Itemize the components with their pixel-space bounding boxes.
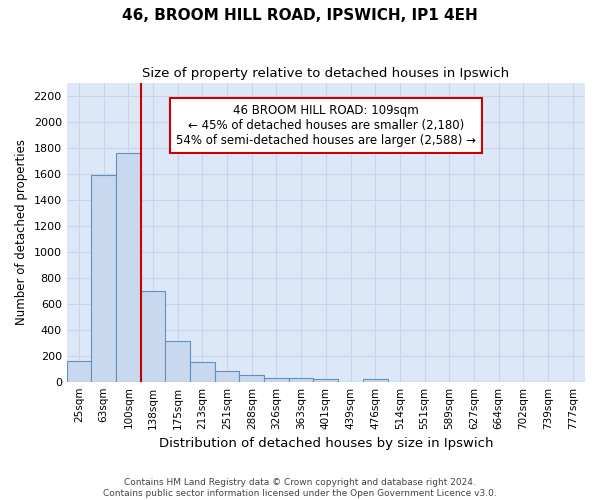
- Bar: [166, 341, 190, 382]
- Bar: [239, 375, 264, 382]
- Bar: [215, 372, 239, 382]
- Bar: [289, 378, 313, 382]
- Title: Size of property relative to detached houses in Ipswich: Size of property relative to detached ho…: [142, 68, 509, 80]
- Bar: [190, 362, 215, 382]
- Bar: [116, 153, 141, 382]
- Bar: [141, 291, 166, 382]
- Text: Contains HM Land Registry data © Crown copyright and database right 2024.
Contai: Contains HM Land Registry data © Crown c…: [103, 478, 497, 498]
- Bar: [67, 361, 91, 382]
- Y-axis label: Number of detached properties: Number of detached properties: [15, 140, 28, 326]
- X-axis label: Distribution of detached houses by size in Ipswich: Distribution of detached houses by size …: [158, 437, 493, 450]
- Bar: [313, 379, 338, 382]
- Text: 46 BROOM HILL ROAD: 109sqm
← 45% of detached houses are smaller (2,180)
54% of s: 46 BROOM HILL ROAD: 109sqm ← 45% of deta…: [176, 104, 476, 147]
- Bar: [91, 175, 116, 382]
- Bar: [363, 379, 388, 382]
- Bar: [264, 378, 289, 382]
- Text: 46, BROOM HILL ROAD, IPSWICH, IP1 4EH: 46, BROOM HILL ROAD, IPSWICH, IP1 4EH: [122, 8, 478, 22]
